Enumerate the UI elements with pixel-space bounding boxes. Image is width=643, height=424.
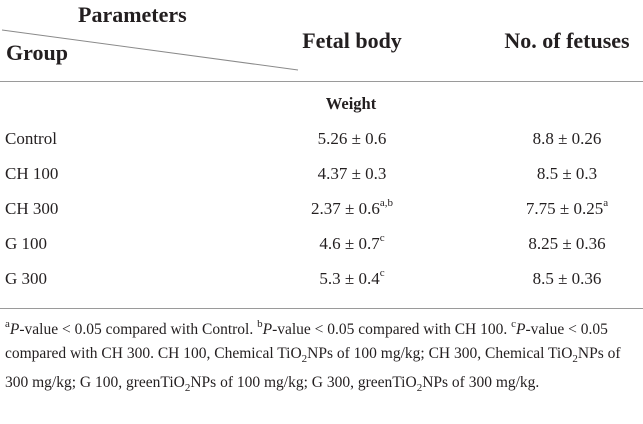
row-fetal-body: 5.26 ± 0.6 xyxy=(317,129,387,148)
header-parameters: Parameters xyxy=(78,2,187,27)
row-group: CH 100 xyxy=(5,164,59,183)
bottom-rule xyxy=(0,308,643,309)
row-fetuses: 8.25 ± 0.36 xyxy=(528,234,606,253)
header-diagonal-line xyxy=(1,29,299,71)
row-group: CH 300 xyxy=(5,199,59,218)
header-rule xyxy=(0,81,643,82)
row-group: G 300 xyxy=(5,269,48,288)
row-fetuses: 8.5 ± 0.36 xyxy=(532,269,602,288)
row-fetuses: 7.75 ± 0.25a xyxy=(525,197,609,218)
header-group: Group xyxy=(6,40,68,65)
row-fetal-body: 4.37 ± 0.3 xyxy=(317,164,387,183)
row-fetuses: 8.5 ± 0.3 xyxy=(536,164,598,183)
row-group: G 100 xyxy=(5,234,48,253)
header-fetal-body: Fetal body xyxy=(302,28,402,53)
row-fetal-body: 5.3 ± 0.4c xyxy=(319,267,385,288)
table-footnote: aP-value < 0.05 compared with Control. b… xyxy=(5,317,621,395)
row-group: Control xyxy=(5,129,57,148)
row-fetuses: 8.8 ± 0.26 xyxy=(532,129,602,148)
section-label-weight: Weight xyxy=(325,94,377,113)
row-fetal-body: 4.6 ± 0.7c xyxy=(319,232,385,253)
row-fetal-body: 2.37 ± 0.6a,b xyxy=(311,197,393,218)
header-fetuses: No. of fetuses xyxy=(504,28,630,53)
